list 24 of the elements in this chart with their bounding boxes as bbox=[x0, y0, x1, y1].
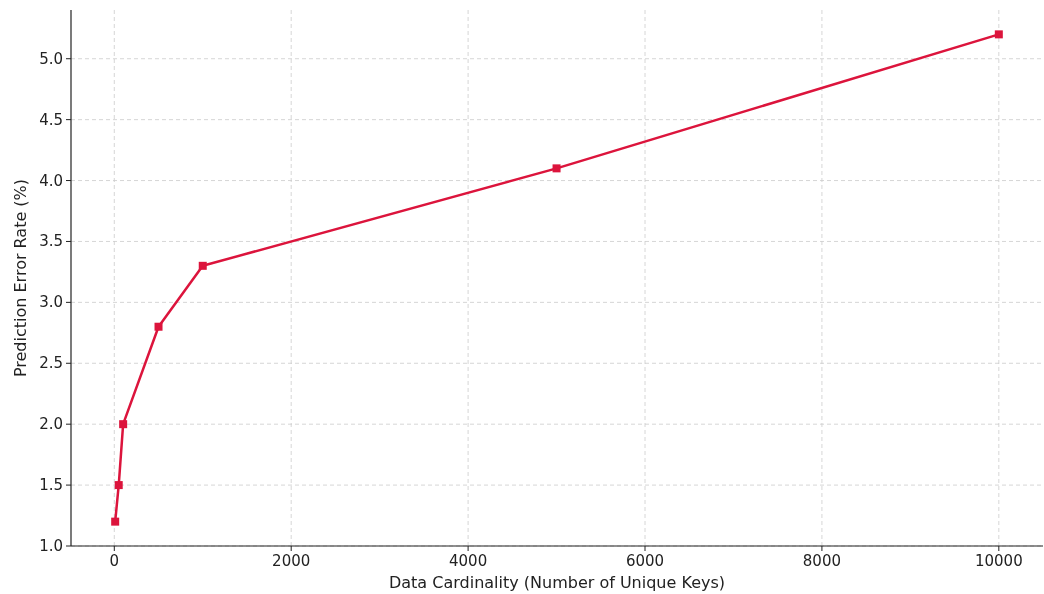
x-tick-label: 6000 bbox=[625, 552, 665, 570]
y-tick-label: 3.5 bbox=[39, 232, 63, 251]
point bbox=[111, 517, 120, 526]
y-axis-title: Prediction Error Rate (%) bbox=[11, 178, 30, 378]
x-axis-title: Data Cardinality (Number of Unique Keys) bbox=[388, 573, 726, 592]
x-tick-label: 8000 bbox=[802, 552, 842, 570]
point bbox=[119, 420, 128, 429]
y-tick-label: 2.0 bbox=[39, 415, 63, 434]
y-tick-label: 2.5 bbox=[39, 354, 63, 373]
y-tick-label: 3.0 bbox=[39, 293, 63, 312]
y-tick-label: 4.5 bbox=[39, 110, 63, 129]
y-tick-label: 4.0 bbox=[39, 171, 63, 190]
x-tick-label: 10000 bbox=[974, 552, 1023, 570]
point bbox=[114, 481, 123, 490]
point bbox=[994, 30, 1003, 39]
point bbox=[552, 164, 561, 173]
x-tick-label: 4000 bbox=[449, 552, 488, 570]
y-tick-label: 1.5 bbox=[39, 476, 63, 495]
x-tick-label: 2000 bbox=[272, 552, 311, 570]
y-tick-label: 5.0 bbox=[39, 49, 63, 68]
y-tick-label: 1.0 bbox=[39, 537, 63, 555]
x-tick-label: 0 bbox=[109, 552, 120, 570]
point bbox=[198, 261, 207, 270]
point bbox=[154, 322, 163, 331]
